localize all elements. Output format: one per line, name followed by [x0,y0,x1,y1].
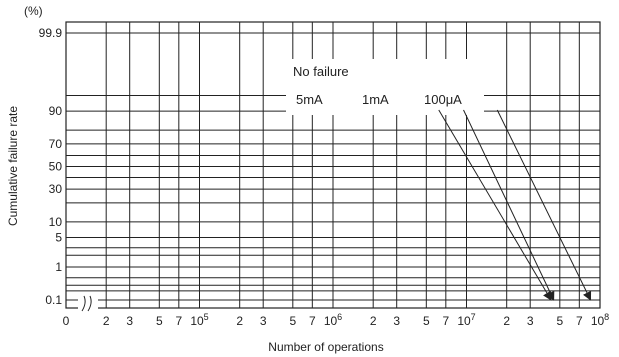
x-tick-label: 2 [103,314,110,328]
legend-label-100ua: 100μA [424,92,462,107]
x-axis-title: Number of operations [268,340,383,354]
x-tick-label: 2 [370,314,377,328]
x-tick-label: 5 [423,314,430,328]
x-tick-label: 3 [393,314,400,328]
x-tick-exponent: 8 [604,312,609,322]
x-tick-label: 0 [63,314,70,328]
x-tick-label: 5 [556,314,563,328]
y-tick-label: 90 [49,104,63,118]
x-tick-label: 108 [591,312,609,328]
series-arrow-5ma [438,109,552,301]
x-tick-label: 7 [576,314,583,328]
series-lines [438,109,592,301]
y-tick-label: 1 [55,260,62,274]
y-tick-label: 10 [49,215,63,229]
x-tick-exponent: 6 [337,312,342,322]
x-tick-exponent: 7 [471,312,476,322]
y-tick-label: 99.9 [39,26,63,40]
y-tick-label: 50 [49,160,63,174]
x-tick-label: 105 [190,312,208,328]
y-tick-labels: 99.9 90 70 50 30 10 5 1 0.1 [39,26,63,307]
legend-box [286,59,484,115]
x-tick-label: 7 [309,314,316,328]
legend-title: No failure [293,64,349,79]
y-tick-label: 70 [49,137,63,151]
x-tick-label: 3 [126,314,133,328]
y-tick-label: 30 [49,182,63,196]
legend-label-5ma: 5mA [296,92,323,107]
y-tick-label: 5 [55,231,62,245]
series-arrow-100a [496,109,592,301]
y-gridlines [66,32,600,301]
x-tick-label: 7 [442,314,449,328]
axis-break-symbol [78,295,98,312]
x-tick-label: 2 [236,314,243,328]
y-tick-label: 0.1 [45,293,62,307]
x-tick-label: 3 [260,314,267,328]
x-tick-label: 5 [289,314,296,328]
series-arrow-1ma [463,109,555,301]
x-tick-label: 3 [527,314,534,328]
legend: No failure 5mA 1mA 100μA [286,59,484,115]
y-unit-label: (%) [24,4,43,18]
legend-label-1ma: 1mA [362,92,389,107]
x-tick-label: 107 [457,312,475,328]
x-tick-label: 5 [156,314,163,328]
y-axis-title: Cumulative failure rate [6,106,20,226]
x-tick-label: 7 [175,314,182,328]
x-tick-exponent: 5 [204,312,209,322]
x-tick-labels: 0 2 3 5 7 105 2 3 5 7 106 2 3 5 7 107 2 3 5 7 108 [63,312,610,328]
x-tick-label: 2 [503,314,510,328]
x-tick-label: 106 [324,312,342,328]
